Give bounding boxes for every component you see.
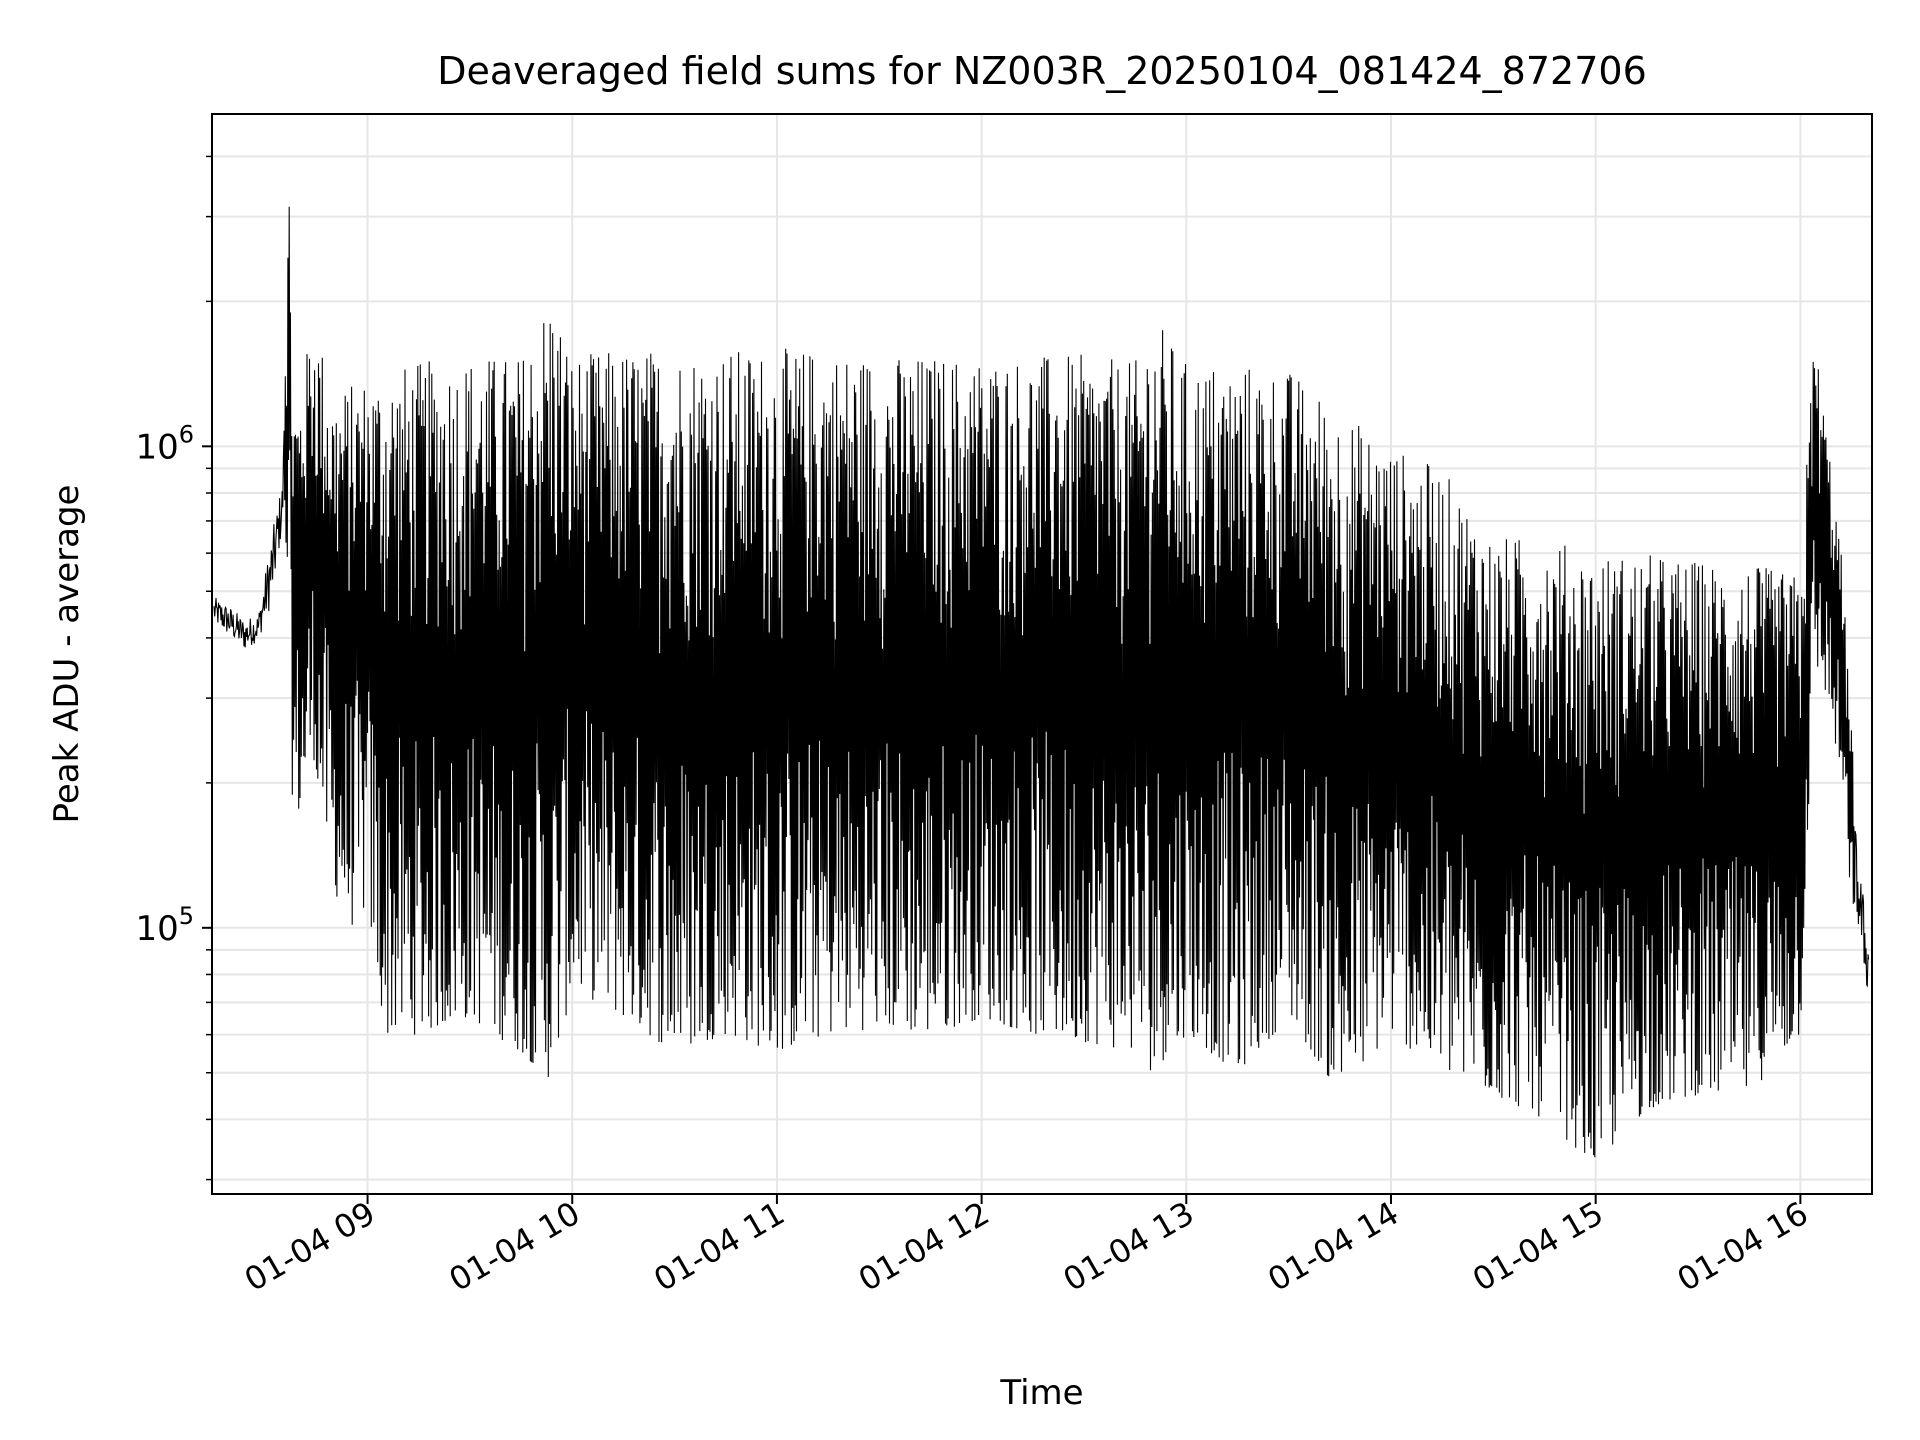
y-axis: 105 106 (135, 155, 212, 1181)
x-axis-label: Time (999, 1373, 1083, 1413)
plot-frame (211, 113, 1873, 1195)
y-axis-label: Peak ADU - average (47, 485, 87, 824)
y-tick-label: 106 (135, 420, 194, 467)
chart-title: Deaveraged field sums for NZ003R_2025010… (437, 49, 1647, 93)
series-layer (213, 206, 1870, 1158)
series-line (213, 206, 1870, 1158)
y-tick-label: 105 (135, 902, 194, 949)
